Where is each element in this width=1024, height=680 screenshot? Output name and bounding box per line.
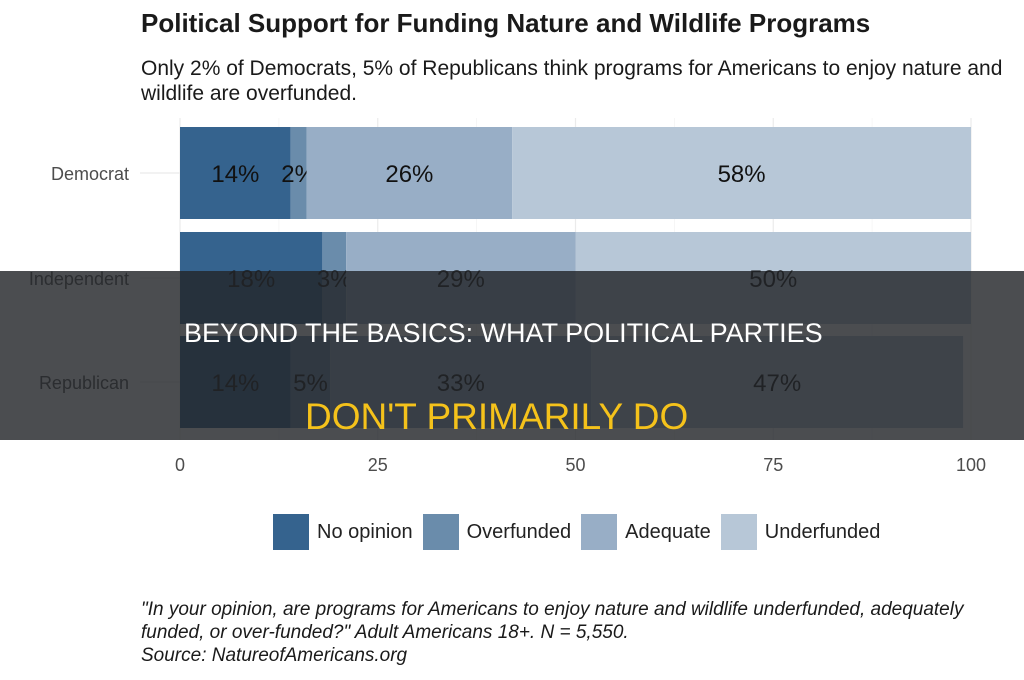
data-label: 58% bbox=[718, 161, 766, 188]
legend-label: Underfunded bbox=[764, 520, 881, 543]
legend-swatch bbox=[273, 514, 309, 550]
legend-swatch bbox=[581, 514, 618, 550]
banner-headline: BEYOND THE BASICS: WHAT POLITICAL PARTIE… bbox=[184, 318, 823, 348]
caption-source: Source: NatureofAmericans.org bbox=[141, 645, 408, 666]
caption: "In your opinion, are programs for Ameri… bbox=[141, 598, 1024, 667]
legend-item: Adequate bbox=[581, 514, 711, 550]
legend-swatch bbox=[422, 514, 459, 550]
bar-segment-adequate bbox=[306, 127, 513, 219]
x-tick-label: 50 bbox=[565, 455, 585, 475]
legend-item: Underfunded bbox=[720, 514, 881, 550]
legend-label: Adequate bbox=[625, 520, 711, 543]
data-label: 26% bbox=[385, 161, 433, 188]
x-tick-label: 100 bbox=[956, 455, 986, 475]
chart-title: Political Support for Funding Nature and… bbox=[141, 8, 871, 38]
banner-subheadline: DON'T PRIMARILY DO bbox=[305, 396, 689, 437]
bar-segment-underfunded bbox=[512, 127, 971, 219]
y-category-label: Democrat bbox=[51, 164, 129, 184]
data-label: 14% bbox=[211, 161, 259, 188]
x-tick-label: 25 bbox=[368, 455, 388, 475]
bar-segment-no-opinion bbox=[180, 127, 291, 219]
x-tick-label: 0 bbox=[175, 455, 185, 475]
title-banner bbox=[0, 271, 1024, 440]
legend-item: No opinion bbox=[273, 514, 413, 550]
bar-segment-overfunded bbox=[290, 127, 307, 219]
legend-label: Overfunded bbox=[466, 520, 572, 543]
legend-label: No opinion bbox=[317, 520, 413, 543]
x-tick-label: 75 bbox=[763, 455, 783, 475]
caption-question: "In your opinion, are programs for Ameri… bbox=[141, 599, 964, 643]
legend: No opinion Overfunded Adequate Underfunded bbox=[273, 514, 890, 550]
chart-subtitle: Only 2% of Democrats, 5% of Republicans … bbox=[141, 57, 1003, 105]
legend-item: Overfunded bbox=[422, 514, 572, 550]
legend-swatch bbox=[720, 514, 757, 550]
